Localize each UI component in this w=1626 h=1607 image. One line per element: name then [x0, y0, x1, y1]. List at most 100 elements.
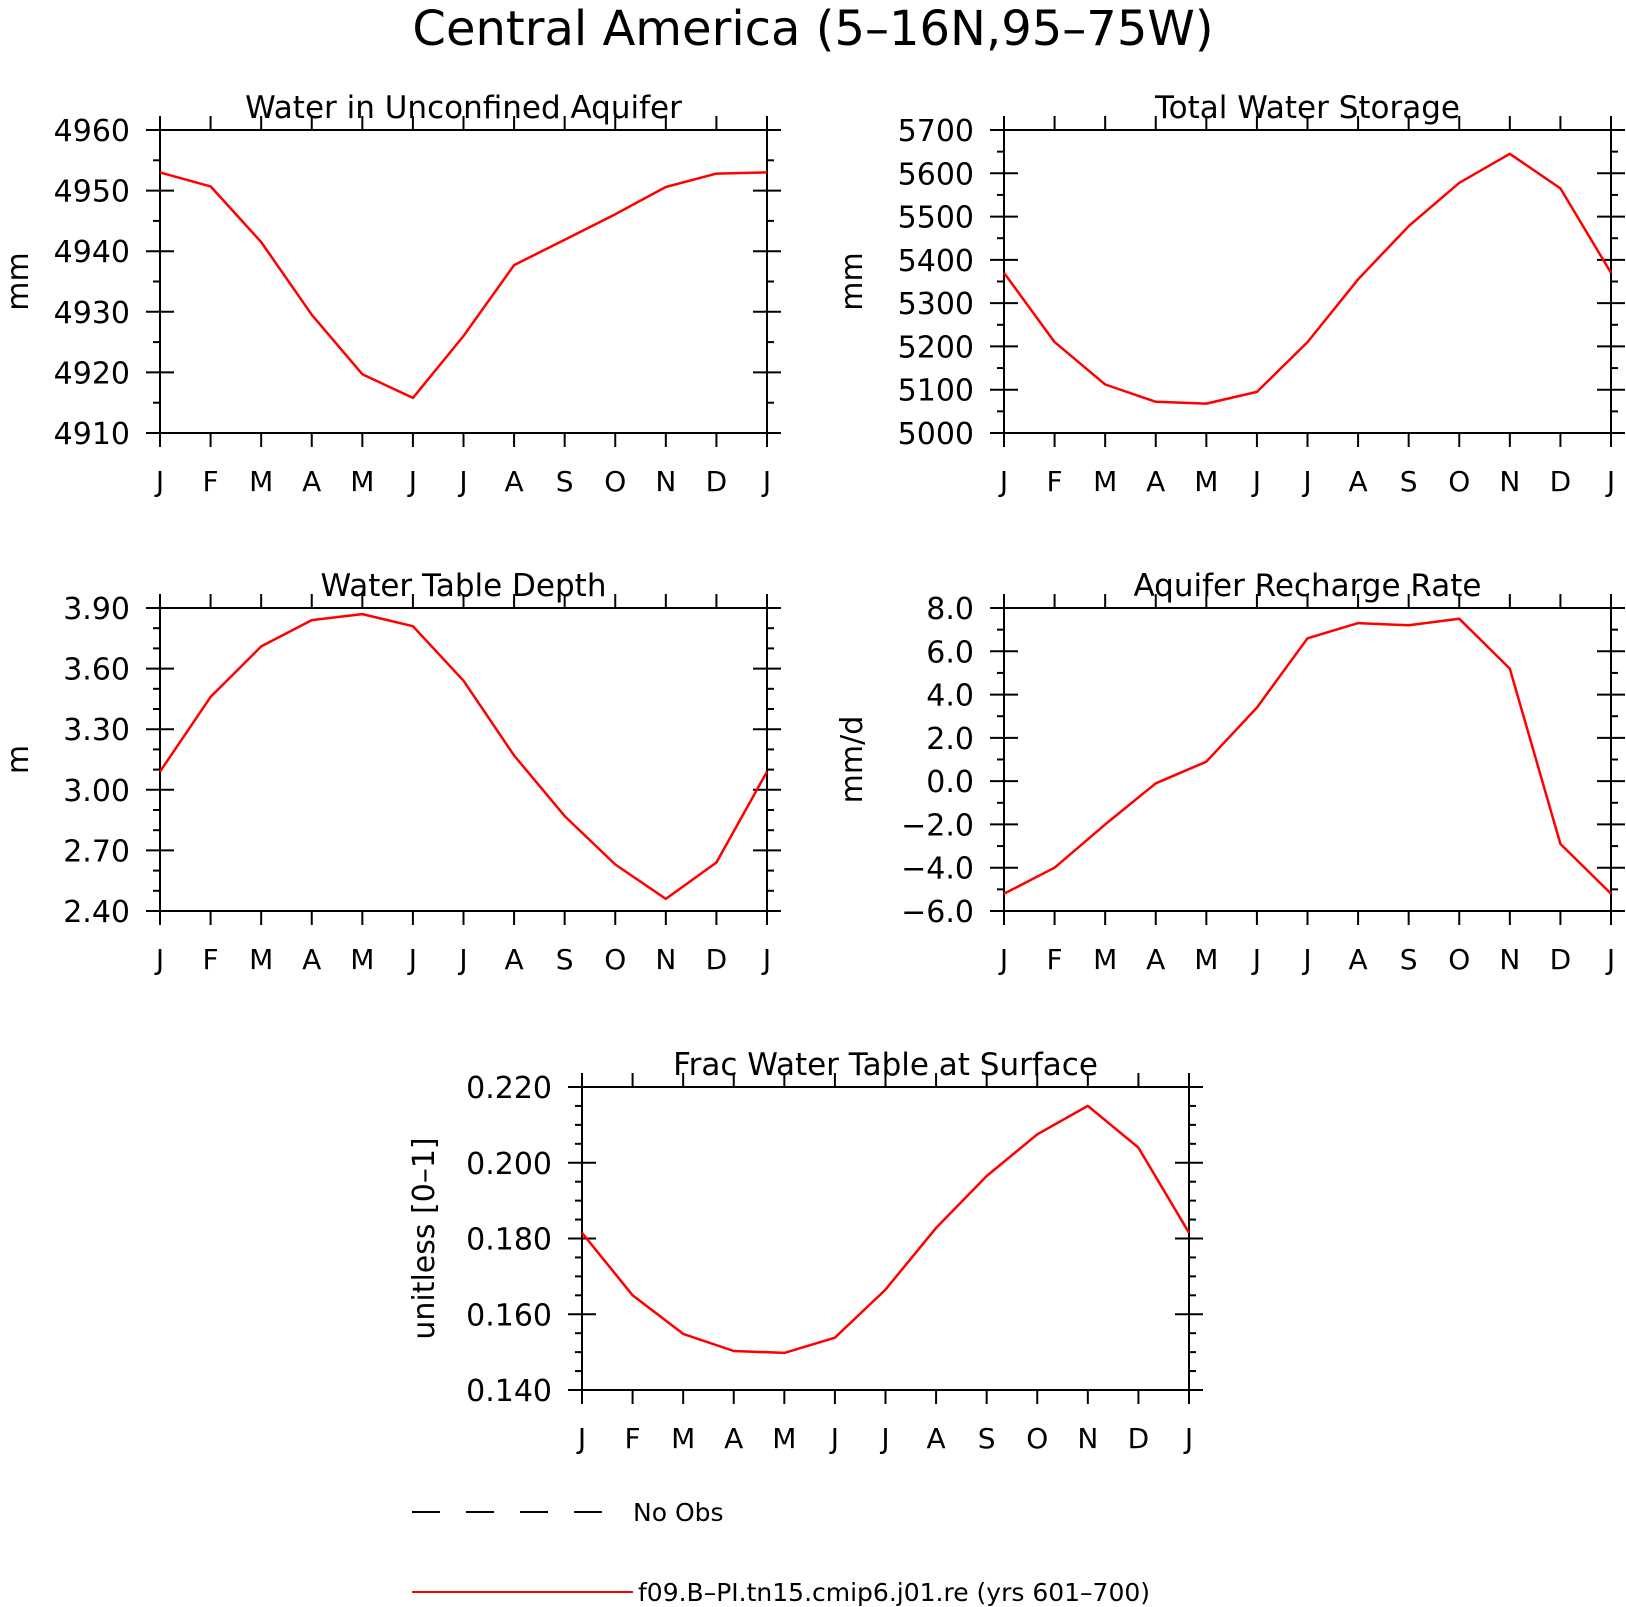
x-tick-label: S [556, 943, 574, 976]
series-line-1 [158, 612, 769, 901]
y-tick-label: 0.220 [466, 1071, 552, 1106]
x-tick-label: O [1448, 465, 1470, 498]
y-tick-label: 0.0 [926, 765, 974, 800]
y-tick-label: 0.180 [466, 1223, 552, 1258]
x-tick-label: M [350, 465, 374, 498]
plot-frame [1003, 129, 1612, 434]
x-tick-label: J [1301, 943, 1311, 976]
x-tick-label: O [604, 943, 626, 976]
x-tick-label: J [998, 465, 1008, 498]
x-tick-label: F [1047, 943, 1063, 976]
y-axis-label: mm [1, 252, 36, 310]
x-tick-label: J [998, 943, 1008, 976]
x-tick-label: N [655, 465, 676, 498]
x-tick-label: M [1093, 465, 1117, 498]
x-tick-label: M [772, 1422, 796, 1455]
x-tick-label: O [1026, 1422, 1048, 1455]
x-tick-label: A [505, 943, 524, 976]
x-tick-label: J [576, 1422, 586, 1455]
x-tick-label: J [1183, 1422, 1193, 1455]
x-tick-label: J [1605, 465, 1615, 498]
page-title: Central America (5–16N,95–75W) [412, 1, 1213, 57]
series-line-1 [1002, 152, 1613, 405]
x-tick-label: A [724, 1422, 743, 1455]
x-tick-label: D [1128, 1422, 1150, 1455]
x-tick-label: J [879, 1422, 889, 1455]
x-tick-label: A [1349, 465, 1368, 498]
x-tick-label: M [1194, 943, 1218, 976]
x-tick-label: J [1251, 465, 1261, 498]
y-tick-label: 5700 [898, 114, 974, 149]
plot-frame [581, 1086, 1190, 1391]
y-axis-label: m [1, 745, 36, 774]
y-tick-label: 0.160 [466, 1298, 552, 1333]
x-tick-label: A [927, 1422, 946, 1455]
x-tick-label: A [1146, 943, 1165, 976]
y-tick-label: 0.140 [466, 1374, 552, 1409]
x-tick-label: J [829, 1422, 839, 1455]
x-tick-label: J [154, 465, 164, 498]
x-tick-label: J [1301, 465, 1311, 498]
y-tick-label: −4.0 [901, 852, 974, 887]
x-tick-label: O [604, 465, 626, 498]
legend-label-no-obs: No Obs [633, 1498, 724, 1527]
x-tick-label: D [706, 465, 728, 498]
x-tick-label: S [978, 1422, 996, 1455]
y-tick-label: 5600 [898, 157, 974, 192]
y-tick-label: 3.90 [63, 592, 130, 627]
x-tick-label: J [457, 465, 467, 498]
y-tick-label: 4910 [54, 417, 130, 452]
y-tick-label: 3.00 [63, 774, 130, 809]
y-tick-label: 2.70 [63, 834, 130, 869]
x-tick-label: F [203, 943, 219, 976]
y-tick-label: −6.0 [901, 895, 974, 930]
y-axis-label: mm [835, 252, 870, 310]
y-tick-label: 6.0 [926, 635, 974, 670]
x-tick-label: J [761, 943, 771, 976]
y-tick-label: 8.0 [926, 592, 974, 627]
x-tick-label: S [1400, 943, 1418, 976]
series-line-1 [581, 1104, 1191, 1355]
x-tick-label: A [1349, 943, 1368, 976]
y-tick-label: 5100 [898, 374, 974, 409]
plot-frame [159, 607, 768, 912]
series-line-1 [1003, 617, 1612, 895]
x-tick-label: A [505, 465, 524, 498]
x-tick-label: D [1550, 943, 1572, 976]
y-tick-label: 4920 [54, 356, 130, 391]
x-tick-label: M [249, 943, 273, 976]
x-tick-label: M [1093, 943, 1117, 976]
y-tick-label: 4.0 [926, 679, 974, 714]
x-tick-label: J [407, 943, 417, 976]
y-tick-label: 4960 [54, 114, 130, 149]
x-tick-label: S [1400, 465, 1418, 498]
x-tick-label: F [203, 465, 219, 498]
x-tick-label: N [1077, 1422, 1098, 1455]
plot-frame [159, 129, 768, 434]
x-tick-label: D [1550, 465, 1572, 498]
x-tick-label: A [302, 465, 321, 498]
y-tick-label: 4950 [54, 175, 130, 210]
y-tick-label: 5000 [898, 417, 974, 452]
x-tick-label: J [407, 465, 417, 498]
x-tick-label: A [302, 943, 321, 976]
x-tick-label: J [761, 465, 771, 498]
x-tick-label: M [1194, 465, 1218, 498]
x-tick-label: A [1146, 465, 1165, 498]
x-tick-label: J [1251, 943, 1261, 976]
x-tick-label: M [671, 1422, 695, 1455]
x-tick-label: F [625, 1422, 641, 1455]
x-tick-label: N [655, 943, 676, 976]
y-tick-label: 5300 [898, 287, 974, 322]
y-tick-label: 5500 [898, 201, 974, 236]
y-tick-label: 5400 [898, 244, 974, 279]
y-tick-label: 2.40 [63, 895, 130, 930]
x-tick-label: F [1047, 465, 1063, 498]
y-tick-label: 3.60 [63, 653, 130, 688]
y-tick-label: 4940 [54, 235, 130, 270]
